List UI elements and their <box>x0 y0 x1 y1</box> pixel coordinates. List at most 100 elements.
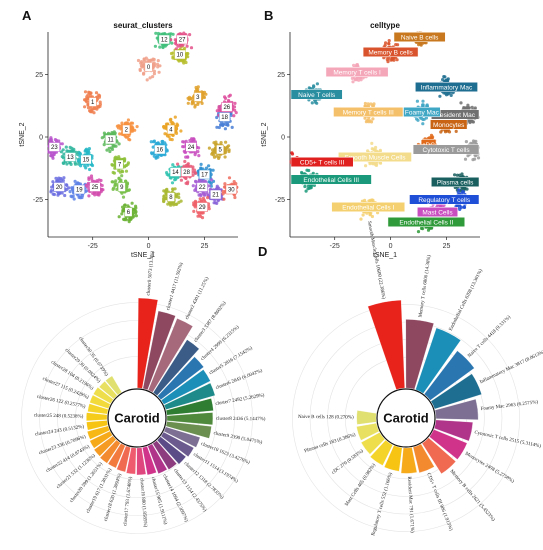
label-box <box>387 217 466 227</box>
scatter-point <box>184 54 188 58</box>
label-box <box>290 174 372 185</box>
scatter-point <box>126 204 130 208</box>
circular-bar <box>89 430 113 449</box>
scatter-point <box>65 149 69 153</box>
scatter-point <box>165 172 169 176</box>
scatter-point <box>170 41 174 45</box>
bar-label: cluster15 905 (1.9111%) <box>150 476 168 525</box>
scatter-point <box>120 121 124 125</box>
label-box <box>417 207 458 217</box>
scatter-point <box>391 56 395 61</box>
label-box <box>115 159 124 170</box>
cluster-label: 1 <box>88 97 97 107</box>
scatter-point <box>374 145 378 150</box>
scatter-point <box>222 197 226 201</box>
scatter-point <box>130 121 135 125</box>
scatter-point <box>300 172 304 176</box>
label-text: 23 <box>51 145 58 151</box>
scatter-point <box>186 101 190 105</box>
cluster-label: 8 <box>167 192 175 202</box>
scatter-point <box>164 126 168 130</box>
scatter-point <box>123 164 128 168</box>
scatter-point <box>290 152 295 156</box>
scatter-point <box>62 176 66 180</box>
scatter-point <box>157 70 161 74</box>
scatter-point <box>466 103 470 107</box>
label-box <box>169 167 182 177</box>
scatter-point <box>307 168 311 173</box>
x-tick-label: -25 <box>88 243 98 250</box>
scatter-point <box>363 104 367 108</box>
label-text: 6 <box>127 210 131 216</box>
label-box <box>193 92 202 102</box>
cluster-label: 24 <box>185 142 197 152</box>
cluster-label: 4 <box>167 124 175 135</box>
panel-title: seurat_clusters <box>113 21 173 30</box>
scatter-point <box>201 92 205 96</box>
scatter-point <box>232 114 236 118</box>
scatter-point <box>191 184 195 188</box>
label-text: Endothelial Cells III <box>303 177 359 184</box>
bar-label: cluster26 122 (0.2577%) <box>36 395 86 410</box>
scatter-point <box>161 45 165 49</box>
circular-bar <box>152 440 177 470</box>
scatter-point <box>223 155 227 159</box>
celltype-label: Foamy Mac <box>403 107 441 117</box>
cluster-label: 26 <box>221 102 233 112</box>
label-text: Memory T cells III <box>343 109 394 116</box>
bar-label: Monocytes 2498 (5.2758%) <box>464 452 515 485</box>
scatter-point <box>192 168 196 172</box>
label-box <box>403 107 441 117</box>
scatter-point <box>370 141 374 145</box>
scatter-point <box>470 105 474 109</box>
label-box <box>221 102 233 112</box>
scatter-point <box>194 171 198 175</box>
circular-bar <box>87 403 109 415</box>
label-box <box>73 184 85 195</box>
scatter-point <box>80 194 85 198</box>
scatter-point <box>156 65 160 69</box>
circular-bar <box>356 410 377 425</box>
scatter-point <box>79 164 83 168</box>
celltype-label: Endothelial Cells III <box>290 174 372 185</box>
scatter-point <box>48 139 52 143</box>
scatter-point <box>438 94 442 98</box>
cluster-label: 3 <box>193 92 202 102</box>
scatter-point <box>374 149 378 153</box>
scatter-point <box>199 162 203 166</box>
label-text: 16 <box>156 148 163 154</box>
scatter-point <box>379 161 383 165</box>
scatter-point <box>151 75 155 79</box>
label-text: 18 <box>221 115 228 121</box>
scatter-point <box>188 33 192 37</box>
scatter-point <box>350 76 354 80</box>
scatter-point <box>441 78 445 82</box>
scatter-point <box>187 95 192 99</box>
scatter-point <box>368 212 372 216</box>
scatter-point <box>182 31 186 35</box>
scatter-point <box>197 178 202 182</box>
scatter-point <box>134 210 138 214</box>
bar-label: Naive T cells 4418 (9.331%) <box>467 315 512 359</box>
bar-label: Mast Cells 465 (0.982%) <box>345 463 378 508</box>
scatter-point <box>459 101 463 105</box>
bar-label: cluster16 880 (1.8585%) <box>138 478 147 528</box>
y-axis-label: tSNE_2 <box>261 122 268 146</box>
scatter-point <box>57 191 62 196</box>
cluster-label: 28 <box>180 167 193 177</box>
scatter-point <box>65 162 69 166</box>
scatter-point <box>73 161 77 165</box>
panel-letter: B <box>264 8 273 23</box>
circular-bar <box>93 435 117 457</box>
scatter-point <box>194 179 198 183</box>
circular-bar <box>356 422 380 441</box>
scatter-point <box>126 161 130 165</box>
label-text: Regulatory T cells <box>418 197 471 204</box>
scatter-point <box>217 156 221 160</box>
scatter-point <box>171 56 175 60</box>
scatter-point <box>201 211 205 215</box>
scatter-point <box>93 193 97 197</box>
scatter-point <box>49 151 53 155</box>
scatter-point <box>63 193 67 198</box>
